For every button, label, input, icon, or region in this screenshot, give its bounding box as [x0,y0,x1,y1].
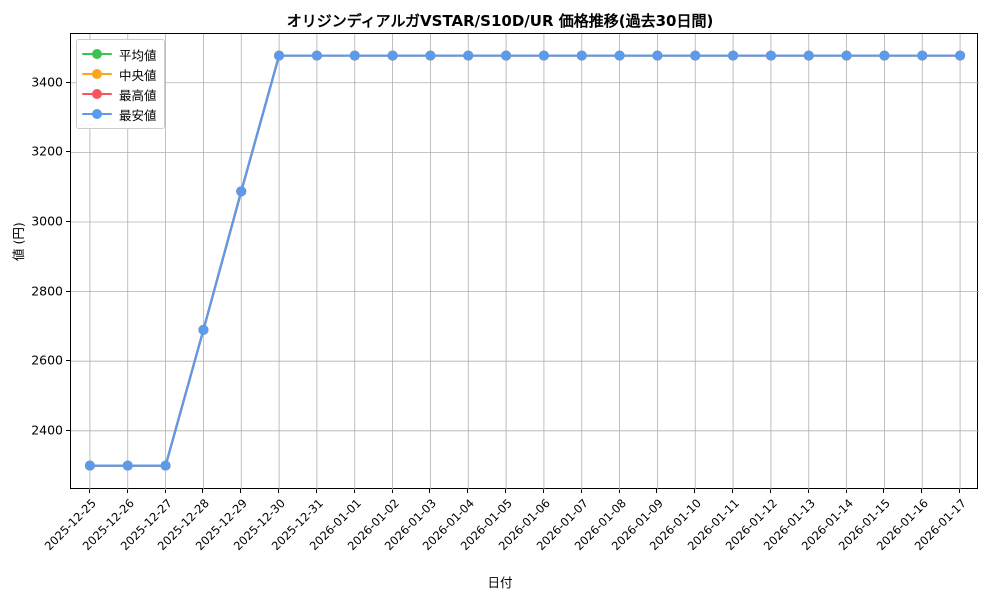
data-point-marker [425,50,436,61]
x-tick-mark [353,489,355,493]
legend-swatch-icon [82,87,112,101]
y-tick-mark [66,290,70,292]
data-point-marker [841,50,852,61]
data-point-marker [236,186,247,197]
x-tick-mark [656,489,658,493]
series-line [88,54,962,467]
x-tick-mark [315,489,317,493]
legend-dot-icon [92,89,102,99]
data-point-marker [803,50,814,61]
legend-item[interactable]: 最高値 [82,84,157,104]
plot-area [70,33,979,490]
data-point-marker [274,50,285,61]
x-tick-mark [429,489,431,493]
data-point-marker [387,50,398,61]
data-point-marker [652,50,663,61]
x-tick-mark [164,489,166,493]
y-tick-mark [66,81,70,83]
x-tick-mark [505,489,507,493]
data-point-marker [311,50,322,61]
data-point-marker [538,50,549,61]
legend-label: 最高値 [119,87,157,103]
x-tick-mark [202,489,204,493]
x-tick-mark [542,489,544,493]
x-tick-mark [240,489,242,493]
legend-label: 中央値 [119,67,157,83]
data-series-layer [84,50,966,471]
x-tick-mark [769,489,771,493]
y-tick-mark [66,151,70,153]
x-tick-mark [126,489,128,493]
legend-swatch-icon [82,67,112,81]
y-tick-mark [66,360,70,362]
data-point-marker [917,50,928,61]
x-tick-mark [88,489,90,493]
data-point-marker [84,460,95,471]
legend-dot-icon [92,49,102,59]
legend-dot-icon [92,69,102,79]
data-point-marker [501,50,512,61]
x-tick-mark [694,489,696,493]
x-tick-mark [732,489,734,493]
x-tick-mark [618,489,620,493]
data-point-marker [955,50,966,61]
y-tick-mark [66,220,70,222]
x-tick-mark [278,489,280,493]
series-line [88,54,962,467]
data-point-marker [349,50,360,61]
y-tick-label: 3400 [31,74,63,90]
data-point-marker [198,324,209,335]
legend-label: 平均値 [119,47,157,63]
data-point-marker [765,50,776,61]
data-point-marker [576,50,587,61]
chart-title: オリジンディアルガVSTAR/S10D/UR 価格推移(過去30日間) [286,12,714,30]
y-tick-label: 2400 [31,422,63,438]
x-tick-mark [391,489,393,493]
legend-swatch-icon [82,47,112,61]
x-tick-mark [467,489,469,493]
data-point-marker [160,460,171,471]
y-tick-label: 3200 [31,143,63,159]
legend-dot-icon [92,109,102,119]
data-point-marker [690,50,701,61]
y-tick-label: 2600 [31,352,63,368]
y-tick-label: 2800 [31,283,63,299]
x-tick-mark [921,489,923,493]
series-line [88,54,962,467]
legend-label: 最安値 [119,107,157,123]
x-tick-mark [845,489,847,493]
x-tick-mark [807,489,809,493]
data-point-marker [614,50,625,61]
x-tick-mark [883,489,885,493]
data-point-marker [122,460,133,471]
chart-legend: 平均値中央値最高値最安値 [76,39,165,129]
data-point-marker [463,50,474,61]
series-line [88,54,962,467]
data-point-marker [728,50,739,61]
legend-swatch-icon [82,107,112,121]
x-tick-mark [580,489,582,493]
y-tick-mark [66,429,70,431]
x-tick-mark [959,489,961,493]
data-point-marker [879,50,890,61]
x-axis-title: 日付 [487,575,513,590]
legend-item[interactable]: 最安値 [82,104,157,124]
legend-item[interactable]: 平均値 [82,44,157,64]
y-tick-label: 3000 [31,213,63,229]
legend-item[interactable]: 中央値 [82,64,157,84]
